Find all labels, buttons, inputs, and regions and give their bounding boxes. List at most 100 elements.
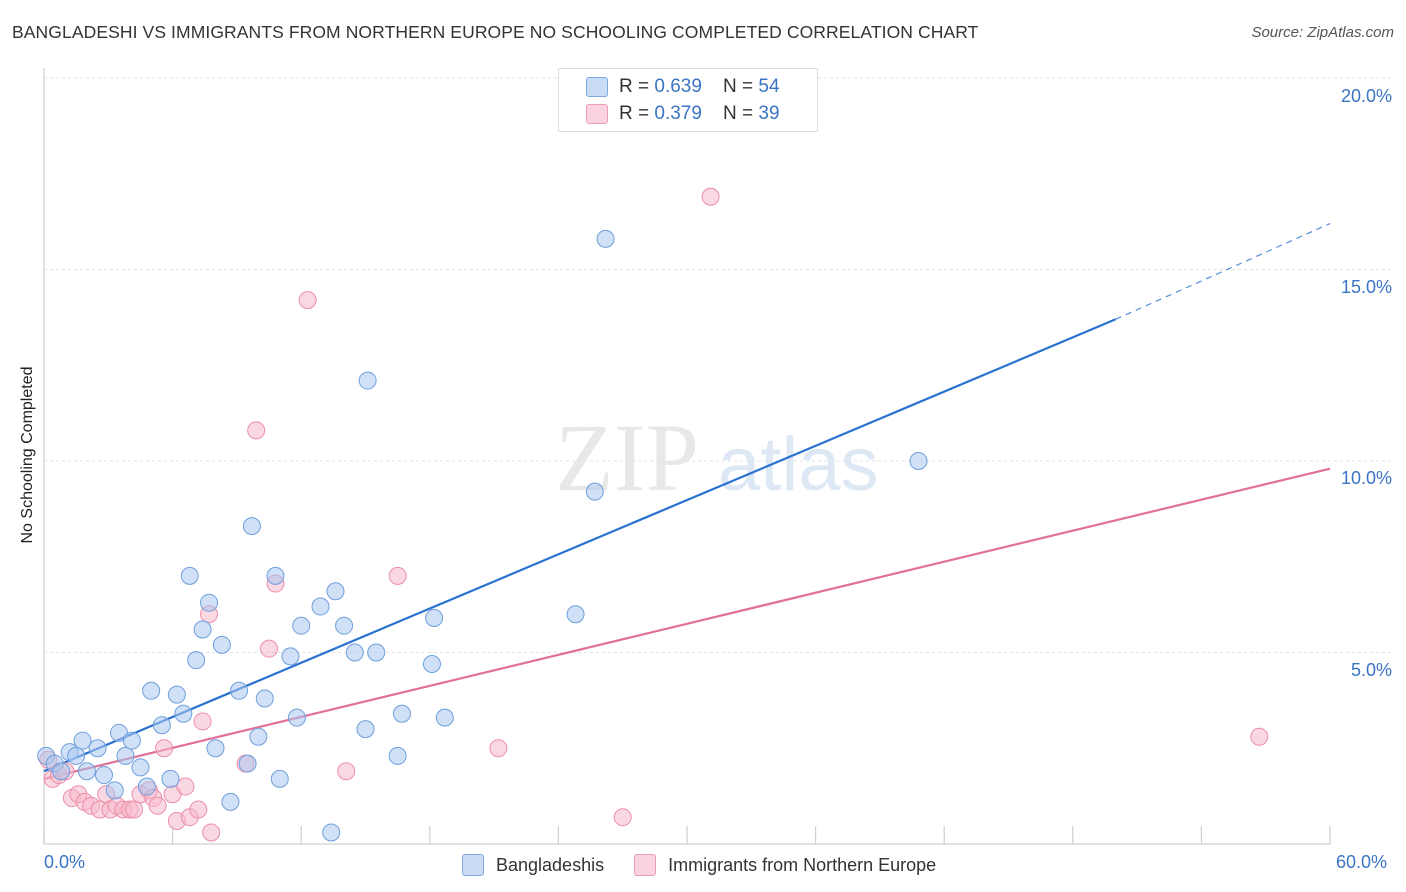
bangladeshi-point [193,620,212,639]
data-points [37,187,1269,842]
legend-label: Immigrants from Northern Europe [668,854,937,875]
n-label: N = [723,76,759,97]
bangladeshi-point [326,582,345,601]
y-tick-label: 15.0% [1340,277,1392,297]
bangladeshi-point [187,651,206,670]
bangladeshi-point [287,708,306,727]
bangladeshi-point [73,731,92,750]
bangladeshi-point [174,704,193,723]
bangladeshi-point [167,685,186,704]
bangladeshi-point [67,746,86,765]
bangladeshi-point [77,762,96,781]
watermark-zip: ZIP [555,404,699,511]
bangladeshi-point [392,704,411,723]
bangladeshi-point [221,792,240,811]
r-label: R = [619,76,655,97]
northern-europe-point [202,823,221,842]
y-tick-label: 10.0% [1340,468,1392,488]
bangladeshi-point [200,593,219,612]
bangladeshi-point [161,769,180,788]
y-tick-label: 5.0% [1350,660,1392,680]
legend-item-northern-europe: Immigrants from Northern Europe [634,854,936,876]
bangladeshi-point [137,777,156,796]
northern-europe-point [148,796,167,815]
northern-europe-point [298,291,317,310]
bangladeshi-point [206,739,225,758]
bangladeshi-point [585,482,604,501]
n-value: 54 [758,76,780,97]
northern-europe-point [176,777,195,796]
northern-europe-point [189,800,208,819]
legend-text-blue: R = 0.639 N = 54 [619,76,780,98]
legend-swatch-blue [462,854,484,876]
bangladeshi-point [909,452,928,470]
legend-swatch-pink [586,104,608,124]
bangladeshi-point [435,708,454,727]
bangladeshi-point [116,746,135,765]
bangladeshi-point [122,731,141,750]
bangladeshi-point [270,769,289,788]
northern-europe-point [125,800,144,819]
northern-europe-point [613,808,632,827]
legend-swatch-pink [634,854,657,876]
watermark: ZIP atlas [555,404,879,511]
legend-text-pink: R = 0.379 N = 39 [619,103,780,125]
axes [43,68,1331,845]
bangladeshi-point [335,616,354,635]
bangladeshi-point [388,746,407,765]
series-legend: Bangladeshis Immigrants from Northern Eu… [462,852,966,878]
bangladeshi-point [358,371,377,390]
bangladeshi-point [212,635,231,654]
northern-europe-point [1250,727,1269,746]
grid-lines [44,77,1392,653]
trend-lines [43,222,1331,780]
r-value: 0.379 [654,103,702,124]
bangladeshi-point [95,766,114,785]
watermark-atlas: atlas [718,422,879,507]
bangladeshi-point [322,823,341,842]
northern-europe-point [388,566,407,585]
northern-europe-point [247,421,266,440]
bangladeshi-trend-extension [1115,222,1331,320]
northern-europe-point [260,639,279,658]
northern-europe-point [337,762,356,781]
northern-europe-point [193,712,212,731]
legend-item-bangladeshis: Bangladeshis [462,854,604,876]
correlation-legend: R = 0.639 N = 54 R = 0.379 N = 39 [558,68,818,132]
bangladeshi-point [105,781,124,800]
bangladeshi-point [230,681,249,700]
bangladeshi-point [131,758,150,777]
bangladeshi-point [367,643,386,662]
n-label: N = [723,103,759,124]
bangladeshi-point [142,681,161,700]
bangladeshi-point [566,605,585,624]
r-value: 0.639 [654,76,702,97]
northern-europe-trend-line [43,467,1331,780]
source-label: Source: ZipAtlas.com [1251,24,1394,41]
y-tick-label: 20.0% [1340,86,1392,106]
r-label: R = [619,103,655,124]
bangladeshi-point [238,754,257,773]
legend-swatch-blue [586,77,608,97]
bangladeshi-point [255,689,274,708]
bangladeshi-point [88,739,107,758]
northern-europe-point [155,739,174,758]
bangladeshi-point [249,727,268,746]
n-value: 39 [758,103,780,124]
bangladeshi-point [425,609,444,628]
chart-title: BANGLADESHI VS IMMIGRANTS FROM NORTHERN … [12,22,979,42]
bangladeshi-point [345,643,364,662]
bangladeshi-point [356,720,375,739]
northern-europe-point [701,187,720,206]
bangladeshi-point [180,566,199,585]
bangladeshi-point [152,716,171,735]
bangladeshi-point [242,517,261,536]
bangladeshi-point [596,229,615,248]
bangladeshi-trend-line [43,318,1117,773]
bangladeshi-point [311,597,330,616]
x-tick-label-max: 60.0% [1336,852,1388,872]
bangladeshi-point [422,654,441,673]
northern-europe-point [489,739,508,758]
bangladeshi-point [281,647,300,666]
